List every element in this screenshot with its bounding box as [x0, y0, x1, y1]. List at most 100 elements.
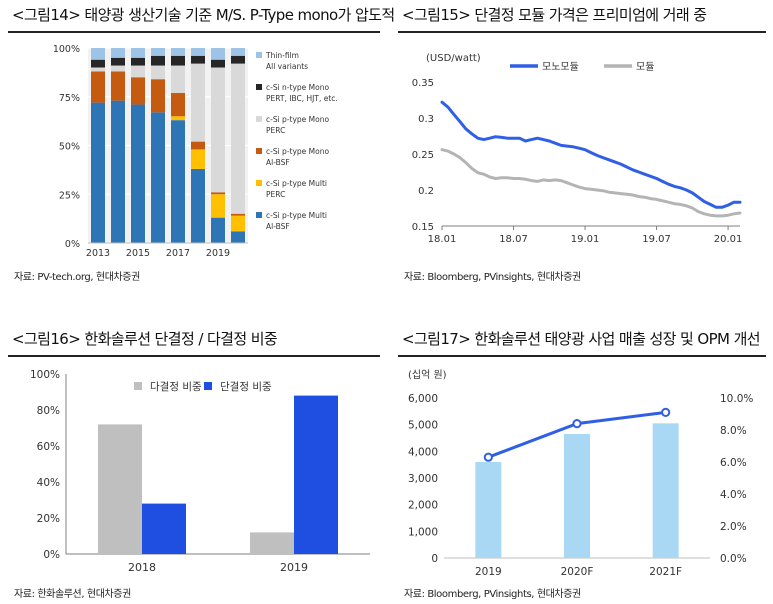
fig14-bar-segment — [151, 79, 165, 113]
fig17-ytick-left: 1,000 — [408, 526, 438, 538]
fig14-bar-segment — [191, 48, 205, 56]
fig15-xtick: 18.01 — [428, 234, 457, 245]
fig14-bar-segment — [231, 63, 245, 214]
fig17-revenue-bar — [564, 434, 590, 558]
fig14-bar-segment — [211, 192, 225, 195]
fig16-source: 자료: 한화솔루션, 현대차증권 — [14, 589, 131, 600]
fig17-opm-point — [483, 452, 493, 462]
fig15-ytick: 0.15 — [412, 222, 434, 233]
fig16-ytick: 40% — [37, 477, 60, 489]
fig17-ytick-right: 6.0% — [720, 457, 747, 469]
fig14-legend-label: c-Si p-type Multi — [266, 211, 327, 220]
fig17-opm-point — [661, 407, 671, 418]
fig16-ytick: 80% — [37, 405, 60, 417]
fig14-bar-segment — [231, 231, 245, 243]
fig14-legend-swatch — [256, 116, 262, 122]
fig15-xtick: 20.01 — [714, 234, 743, 245]
fig14-bar-segment — [91, 48, 105, 60]
fig15-source: 자료: Bloomberg, PVinsights, 현대차증권 — [404, 272, 581, 283]
fig16-title: <그림16> 한화솔루션 단결정 / 다결정 비중 — [12, 330, 278, 348]
fig16-xtick: 2019 — [280, 561, 308, 574]
fig14-legend-label: c-Si p-type Mono — [266, 115, 329, 124]
fig14-bar-segment — [211, 67, 225, 193]
fig16-legend-swatch — [204, 382, 212, 390]
fig17-ytick-right: 10.0% — [720, 393, 753, 405]
fig14-legend-label: Al-BSF — [266, 222, 290, 231]
fig14-bar-segment — [211, 59, 225, 68]
fig14-bar-segment — [131, 77, 145, 105]
fig16-legend-swatch — [134, 382, 142, 390]
fig14-bar-segment — [231, 213, 245, 216]
fig15-legend-label: 모듈 — [636, 61, 654, 73]
fig14-bar-segment — [231, 48, 245, 56]
fig14-legend-swatch — [256, 148, 262, 154]
fig17-title-rule — [398, 355, 766, 357]
fig14-ytick: 50% — [59, 142, 80, 153]
fig17-ytick-left: 6,000 — [408, 393, 438, 405]
fig16-xtick: 2018 — [128, 561, 156, 574]
fig14-bar-segment — [151, 112, 165, 243]
fig14-bar-segment — [91, 67, 105, 72]
fig17-revenue-bar — [475, 462, 502, 558]
fig17-ytick-left: 0 — [431, 553, 438, 565]
fig15-xtick: 19.01 — [571, 234, 600, 245]
fig14-bar-segment — [231, 215, 245, 232]
fig17-ytick-left: 5,000 — [408, 420, 438, 432]
fig17-ytick-right: 0.0% — [720, 553, 747, 565]
fig14-bar-segment — [131, 57, 145, 66]
fig14-legend-label: PERT, IBC, HJT, etc. — [266, 94, 338, 103]
fig15-ytick: 0.25 — [412, 150, 434, 161]
fig14-bar-segment — [131, 48, 145, 58]
fig14-xtick: 2015 — [126, 248, 150, 259]
fig15-xtick: 19.07 — [642, 234, 671, 245]
panel-fig15: <그림15> 단결정 모듈 가격은 프리미엄에 거래 중 (USD/watt) 0… — [398, 4, 766, 294]
fig14-legend-swatch — [256, 84, 262, 90]
fig15-ytick: 0.2 — [418, 186, 434, 197]
fig16-legend-label: 다결정 비중 — [150, 381, 202, 393]
fig17-ytick-left: 4,000 — [408, 446, 438, 458]
fig14-legend-swatch — [256, 52, 262, 58]
fig14-legend-label: c-Si p-type Mono — [266, 147, 329, 156]
panel-fig17: <그림17> 한화솔루션 태양광 사업 매출 성장 및 OPM 개선 (십억 원… — [398, 328, 766, 600]
fig14-xtick: 2019 — [206, 248, 230, 259]
fig14-legend-label: PERC — [266, 126, 285, 135]
fig14-bar-segment — [211, 217, 225, 243]
fig14-legend-label: All variants — [266, 62, 308, 71]
fig16-ytick: 100% — [30, 369, 60, 381]
fig15-ytick: 0.35 — [412, 78, 434, 89]
fig14-bar-segment — [131, 65, 145, 78]
fig14-ytick: 75% — [59, 93, 80, 104]
fig14-ytick: 100% — [53, 44, 80, 55]
fig17-ytick-right: 8.0% — [720, 425, 747, 437]
fig14-bar-segment — [151, 55, 165, 66]
fig14-bar-segment — [151, 48, 165, 56]
fig14-bar-segment — [211, 48, 225, 60]
fig14-bar-segment — [131, 104, 145, 243]
fig14-title-rule — [8, 31, 380, 33]
fig16-ytick: 60% — [37, 441, 60, 453]
fig16-ytick: 20% — [37, 513, 60, 525]
fig14-bar-segment — [191, 168, 205, 243]
fig14-bar-segment — [231, 55, 245, 64]
fig14-bar-segment — [191, 149, 205, 169]
fig14-source: 자료: PV-tech.org, 현대차증권 — [14, 272, 140, 283]
fig15-xtick: 18.07 — [499, 234, 528, 245]
fig17-revenue-bar — [652, 423, 679, 558]
fig17-source: 자료: Bloomberg, PVinsights, 현대차증권 — [404, 589, 581, 600]
fig14-bar-segment — [171, 48, 185, 56]
fig16-bar — [142, 503, 186, 554]
fig17-ytick-right: 4.0% — [720, 489, 747, 501]
fig14-bar-segment — [151, 65, 165, 80]
fig17-title: <그림17> 한화솔루션 태양광 사업 매출 성장 및 OPM 개선 — [402, 330, 761, 348]
fig14-bar-segment — [91, 59, 105, 68]
fig17-chart: (십억 원) 0 1,000 2,000 3,000 4,000 5,000 6,000 0.0… — [408, 369, 753, 578]
fig14-legend-label: c-Si p-type Multi — [266, 179, 327, 188]
fig14-title: <그림14> 태양광 생산기술 기준 M/S. P-Type mono가 압도적 — [12, 6, 395, 24]
fig14-bar-segment — [111, 48, 125, 58]
fig17-unit-label: (십억 원) — [408, 369, 447, 381]
fig14-bar-segment — [111, 57, 125, 66]
fig14-legend-swatch — [256, 180, 262, 186]
fig14-legend-label: Al-BSF — [266, 158, 290, 167]
fig14-xtick: 2013 — [86, 248, 110, 259]
fig16-bar — [294, 395, 338, 554]
